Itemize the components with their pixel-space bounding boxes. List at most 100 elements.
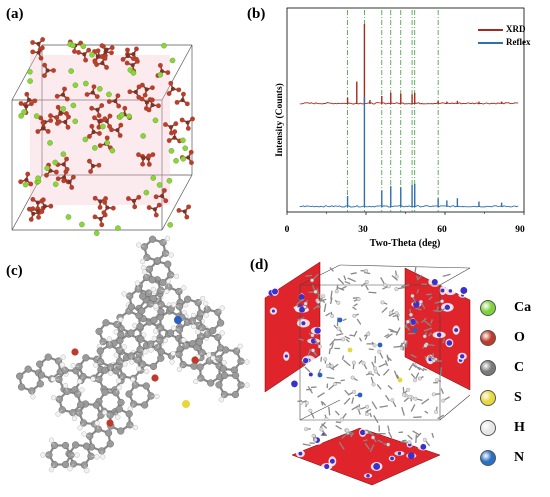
molecule-bond: [377, 439, 384, 444]
oxygen-atom: [136, 84, 142, 90]
c-bond: [74, 379, 82, 391]
oxygen-atom: [165, 70, 171, 76]
oxygen-atom: [136, 94, 142, 100]
molecule-atom: [368, 370, 372, 375]
surface-blue-speck: [297, 304, 304, 312]
molecule-bond: [353, 330, 358, 337]
molecule-bond: [328, 383, 336, 391]
oxygen-atom: [189, 160, 194, 166]
surface-speck: [439, 286, 446, 296]
hydrogen-atom: [98, 413, 104, 419]
surface-speck: [283, 351, 290, 361]
carbon-atom: [149, 362, 158, 371]
h-bond: [116, 319, 122, 325]
hydrogen-atom: [203, 325, 209, 332]
xrd-chart: [286, 7, 525, 215]
oxygen-atom: [172, 129, 178, 135]
carbon-atom: [112, 389, 120, 397]
c-bond: [138, 353, 144, 365]
molecule-bond: [325, 312, 331, 317]
h-bond: [113, 364, 120, 367]
oxygen-atom: [181, 91, 186, 97]
c-bond: [185, 344, 197, 349]
c-bond: [146, 256, 158, 262]
oxygen-atom: [106, 419, 114, 427]
c-bond: [119, 310, 130, 319]
c-bond: [131, 305, 143, 312]
h-bond: [197, 352, 203, 358]
molecule-bond: [352, 362, 355, 370]
oxygen-atom: [185, 126, 191, 131]
surface-speck: [457, 356, 464, 364]
c-bond: [107, 432, 112, 445]
carbonate-bond: [83, 54, 87, 61]
calcium-atom: [157, 71, 164, 78]
oxygen-atom: [108, 145, 113, 151]
carbon-atom: [193, 343, 201, 351]
molecule-bond: [424, 439, 431, 447]
surface-speck: [304, 370, 318, 379]
c-bond: [146, 344, 158, 349]
surface-speck: [269, 307, 278, 315]
c-bond: [93, 414, 102, 425]
carbonate-bond: [116, 129, 121, 136]
carbon-atom: [135, 312, 143, 320]
oxygen-atom: [30, 40, 36, 45]
h-bond: [72, 412, 76, 419]
c-bond: [193, 356, 202, 367]
carbon-atom: [182, 342, 190, 350]
surface-speck: [295, 306, 309, 313]
calcium-atom: [126, 113, 132, 120]
surface-speck: [359, 427, 367, 437]
c-bond: [150, 336, 161, 345]
surface-blue-speck: [446, 340, 453, 346]
molecule-bond: [354, 313, 360, 317]
h-bond: [77, 389, 83, 395]
carbon-atom: [196, 309, 205, 317]
c-bond: [148, 260, 158, 270]
hydrogen-atom: [206, 352, 212, 358]
carbon-atom: [167, 271, 175, 279]
carbon-atom: [125, 390, 133, 398]
carbonate-bond: [168, 137, 175, 142]
carbonate-bond: [37, 199, 44, 204]
carbon-atom: [216, 373, 224, 381]
calcium-atom: [21, 109, 27, 115]
h-bond: [139, 348, 146, 353]
molecule-bond: [405, 340, 408, 346]
molecule-atom: [431, 392, 436, 397]
carbon-atom: [142, 341, 151, 350]
carbonate-bond: [28, 208, 34, 215]
molecule-atom: [308, 408, 313, 413]
oxygen-atom: [169, 130, 174, 136]
carbon-atom: [55, 395, 63, 403]
surface-blue-speck: [268, 289, 275, 296]
carbon-atom: [165, 307, 174, 315]
c-bond: [91, 445, 103, 452]
hydrogen-atom: [218, 397, 224, 403]
carbonate-bond: [161, 190, 166, 197]
hydrogen-atom: [154, 393, 160, 400]
carbonate-bond: [63, 163, 68, 170]
carbonate-bond: [25, 173, 29, 181]
hydrogen-atom: [139, 258, 146, 265]
h-bond: [93, 423, 98, 430]
c-bond: [83, 375, 95, 380]
c-bond: [197, 302, 202, 314]
h-bond: [173, 352, 180, 355]
molecule-atom: [345, 428, 350, 433]
carbon-atom: [48, 168, 53, 173]
c-bond: [177, 338, 182, 350]
molecule-bond: [436, 379, 442, 382]
carbonate-bond: [135, 86, 140, 93]
carbon-atom: [142, 382, 150, 390]
oxygen-atom: [92, 49, 97, 54]
h-bond: [115, 327, 122, 333]
h-bond: [162, 237, 168, 243]
c-bond: [78, 412, 85, 424]
carbon-atom: [237, 381, 245, 389]
molecule-bond: [376, 384, 382, 390]
carbon-atom: [115, 405, 123, 413]
carbonate-bond: [165, 123, 172, 128]
oxygen-atom: [149, 97, 155, 103]
